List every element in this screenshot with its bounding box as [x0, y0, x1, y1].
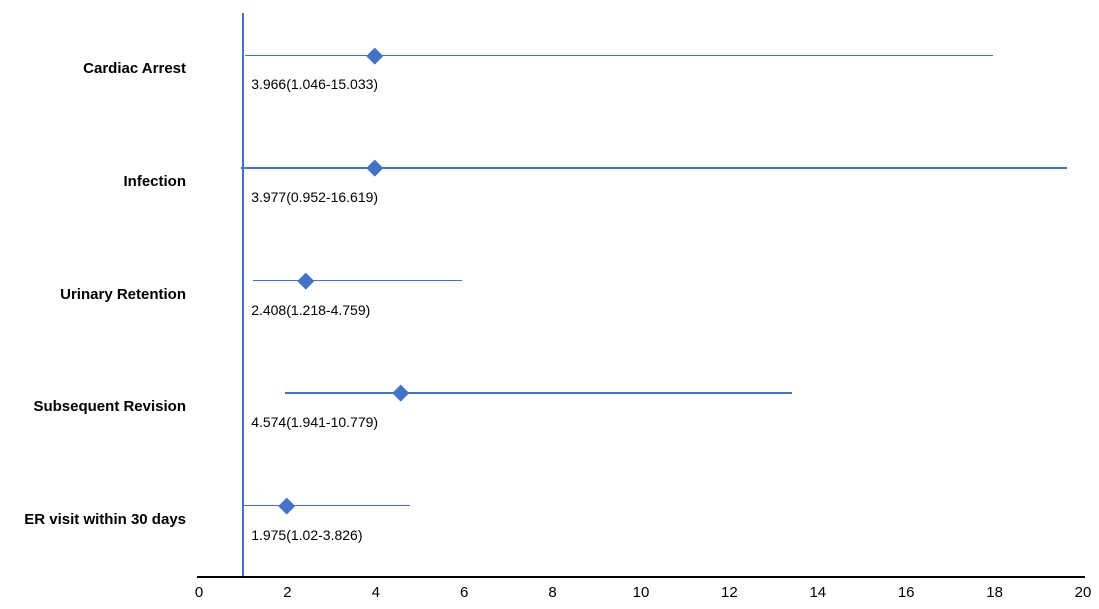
value-label: 3.977(0.952-16.619): [251, 188, 379, 205]
x-tick-label: 16: [897, 584, 915, 601]
diamond-marker: [278, 497, 295, 514]
x-tick-label: 14: [809, 584, 827, 601]
diamond-marker: [366, 47, 383, 64]
diamond-marker: [366, 159, 383, 177]
x-tick-label: 0: [194, 584, 204, 601]
diamond-marker: [393, 384, 410, 402]
ci-line: [244, 504, 411, 507]
value-label: 4.574(1.941-10.779): [251, 414, 379, 431]
x-tick-label: 18: [986, 584, 1003, 601]
row-label: Urinary Retention: [60, 285, 186, 303]
value-label: 1.975(1.02-3.826): [251, 526, 363, 543]
x-tick-label: 4: [371, 584, 380, 601]
value-label: 2.408(1.218-4.759): [251, 301, 371, 318]
x-axis-line: [197, 576, 1085, 578]
row-label: Cardiac Arrest: [83, 60, 186, 78]
ci-line: [241, 167, 1068, 169]
x-tick-label: 12: [721, 584, 738, 601]
x-tick-label: 10: [632, 584, 650, 601]
ci-line: [284, 392, 792, 394]
row-label: Infection: [123, 172, 187, 190]
x-tick-label: 20: [1074, 584, 1092, 601]
x-tick-label: 2: [283, 584, 292, 601]
diamond-marker: [297, 272, 314, 289]
reference-line: [242, 13, 244, 576]
ci-line: [252, 279, 462, 282]
x-tick-label: 6: [460, 584, 469, 601]
row-label: ER visit within 30 days: [24, 510, 186, 528]
x-tick-label: 8: [548, 584, 557, 601]
value-label: 3.966(1.046-15.033): [251, 76, 379, 93]
row-label: Subsequent Revision: [33, 398, 186, 416]
ci-line: [245, 54, 993, 57]
